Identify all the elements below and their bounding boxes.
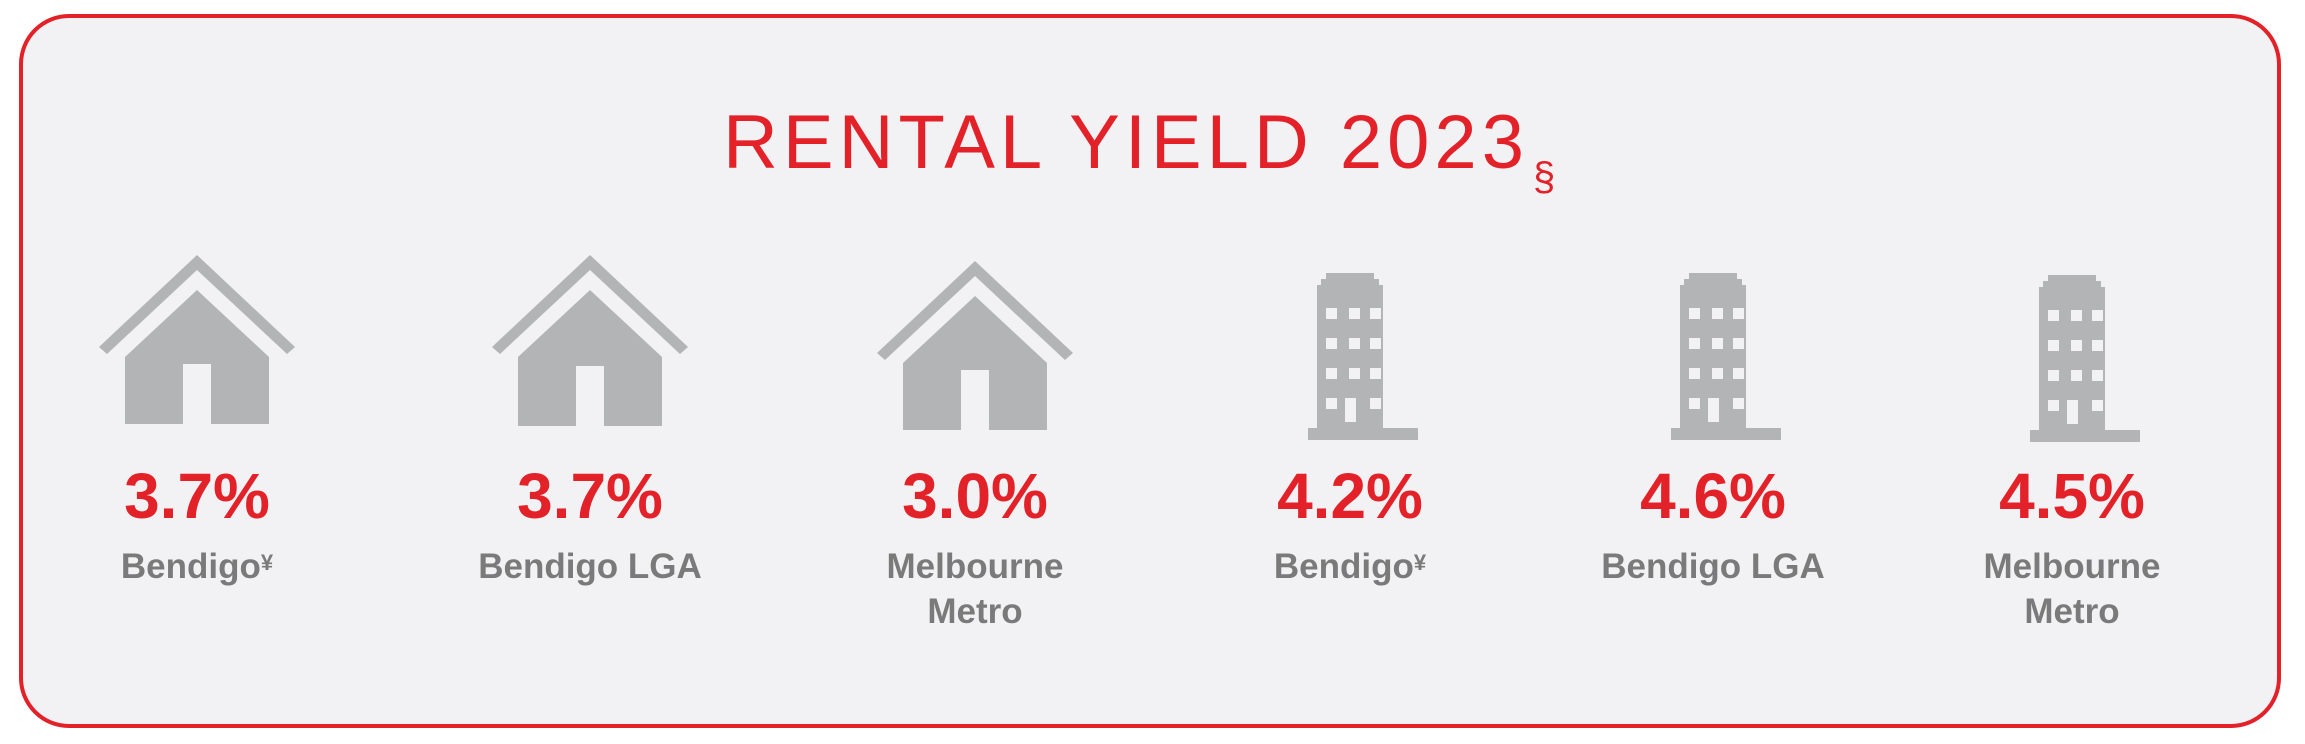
location-label: Bendigo¥ [1273, 547, 1427, 586]
house-icon [877, 261, 1073, 430]
apartment-building-icon [1671, 273, 1781, 440]
location-label: Melbourne Metro [886, 547, 1064, 631]
yield-value: 3.7% [517, 460, 663, 532]
yield-value: 4.2% [1277, 460, 1423, 532]
rental-yield-card [19, 14, 2281, 728]
location-label: Melbourne Metro [1983, 547, 2161, 631]
yield-value: 3.0% [902, 460, 1048, 532]
house-icon [492, 255, 688, 426]
apartment-building-icon [1308, 273, 1418, 440]
location-label: Bendigo¥ [120, 547, 274, 586]
footnote-mark: ¥ [260, 550, 274, 575]
yield-item-house-bendigo-lga: 3.7% Bendigo LGA [440, 252, 740, 672]
yield-item-house-melbourne-metro: 3.0% Melbourne Metro [825, 258, 1125, 678]
apartment-building-icon [2030, 275, 2140, 442]
yield-value: 4.6% [1640, 460, 1786, 532]
yield-value: 3.7% [124, 460, 270, 532]
footnote-mark: ¥ [1413, 550, 1427, 575]
yield-item-house-bendigo: 3.7% Bendigo¥ [47, 252, 347, 672]
location-label: Bendigo LGA [478, 547, 702, 586]
location-label: Bendigo LGA [1601, 547, 1825, 586]
yield-item-apartment-melbourne-metro: 4.5% Melbourne Metro [1922, 272, 2222, 692]
yield-value: 4.5% [1999, 460, 2145, 532]
yield-item-apartment-bendigo-lga: 4.6% Bendigo LGA [1563, 270, 1863, 690]
house-icon [99, 255, 295, 424]
yield-item-apartment-bendigo: 4.2% Bendigo¥ [1200, 270, 1500, 690]
